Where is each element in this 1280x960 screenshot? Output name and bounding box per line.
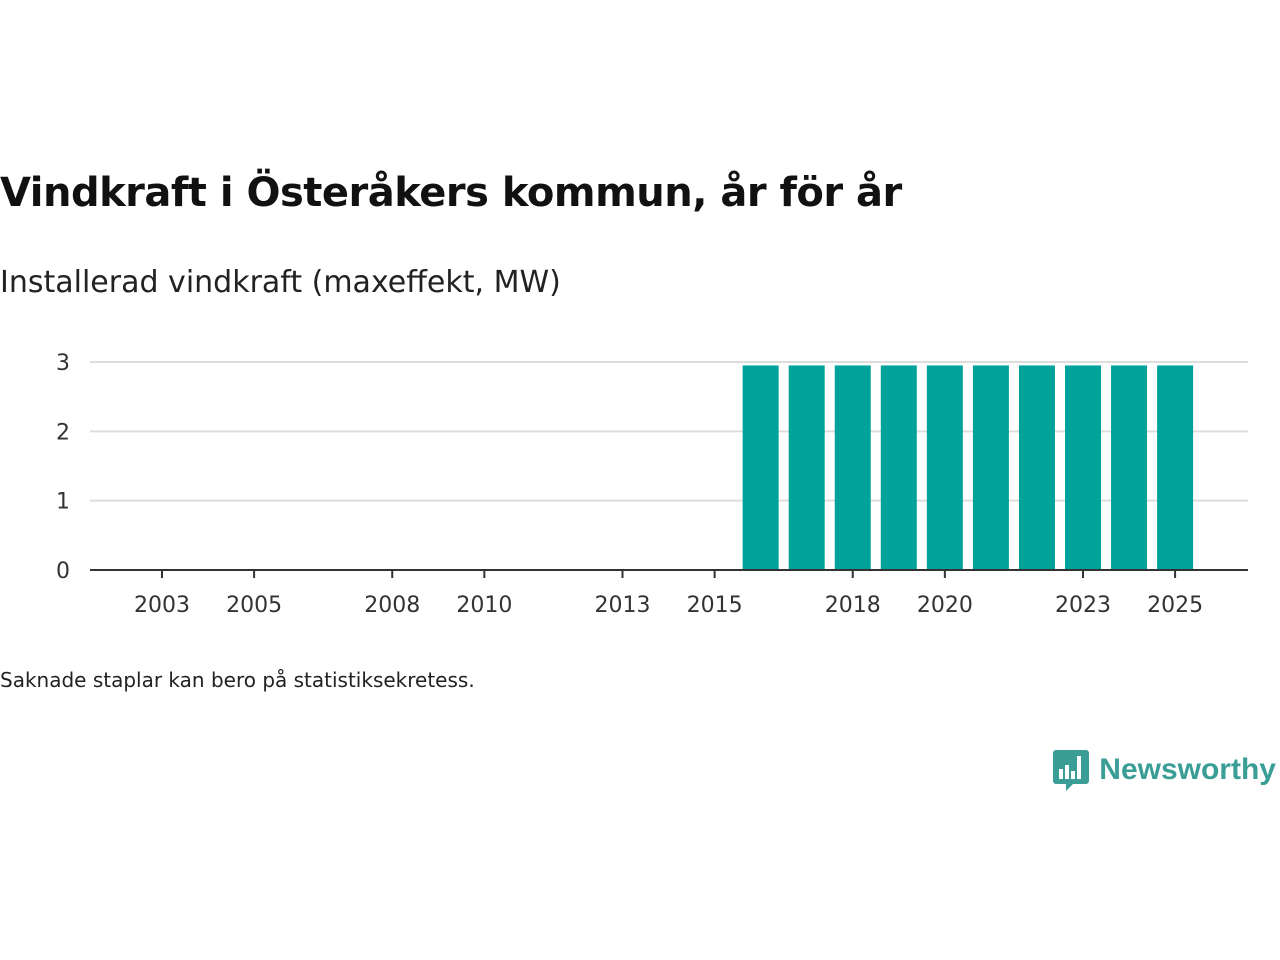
bar-2022 [1018,365,1055,570]
y-axis-labels: 0 1 2 3 [56,351,70,584]
y-tick-label-1: 1 [56,490,70,515]
bar-chart-speech-bubble-icon [1053,750,1090,791]
x-tick-label-2010: 2010 [456,593,512,618]
bar-2016 [742,365,779,570]
bar-2018 [834,365,871,570]
y-tick-label-0: 0 [56,559,70,584]
x-tick-label-2008: 2008 [364,593,420,618]
bar-2021 [972,365,1009,570]
chart-title: Vindkraft i Österåkers kommun, år för år [0,170,902,216]
x-tick-label-2023: 2023 [1055,593,1111,618]
bar-2025 [1157,365,1194,570]
x-tick-label-2015: 2015 [687,593,743,618]
y-tick-label-2: 2 [56,420,70,445]
bar-chart: 0 1 2 3 2003 2005 2008 2010 2013 2015 2018 2020 202… [56,351,1248,618]
bar-2020 [926,365,963,570]
x-tick-label-2025: 2025 [1147,593,1203,618]
newsworthy-logo: Newsworthy [1053,748,1276,792]
x-tick-label-2020: 2020 [917,593,973,618]
brand-name: Newsworthy [1099,753,1276,786]
y-tick-label-3: 3 [56,351,70,376]
x-tick-label-2018: 2018 [825,593,881,618]
bars [742,365,1194,570]
bar-2017 [788,365,825,570]
x-axis-ticks: 2003 2005 2008 2010 2013 2015 2018 2020 2023 2025 [134,570,1203,618]
bar-2019 [880,365,917,570]
grid-lines [90,361,1248,502]
footnote: Saknade staplar kan bero på statistiksek… [0,668,475,692]
chart-subtitle: Installerad vindkraft (maxeffekt, MW) [0,265,561,300]
bar-2023 [1065,365,1101,570]
x-tick-label-2013: 2013 [595,593,651,618]
x-tick-label-2005: 2005 [226,593,282,618]
x-tick-label-2003: 2003 [134,593,190,618]
bar-2024 [1111,365,1148,570]
